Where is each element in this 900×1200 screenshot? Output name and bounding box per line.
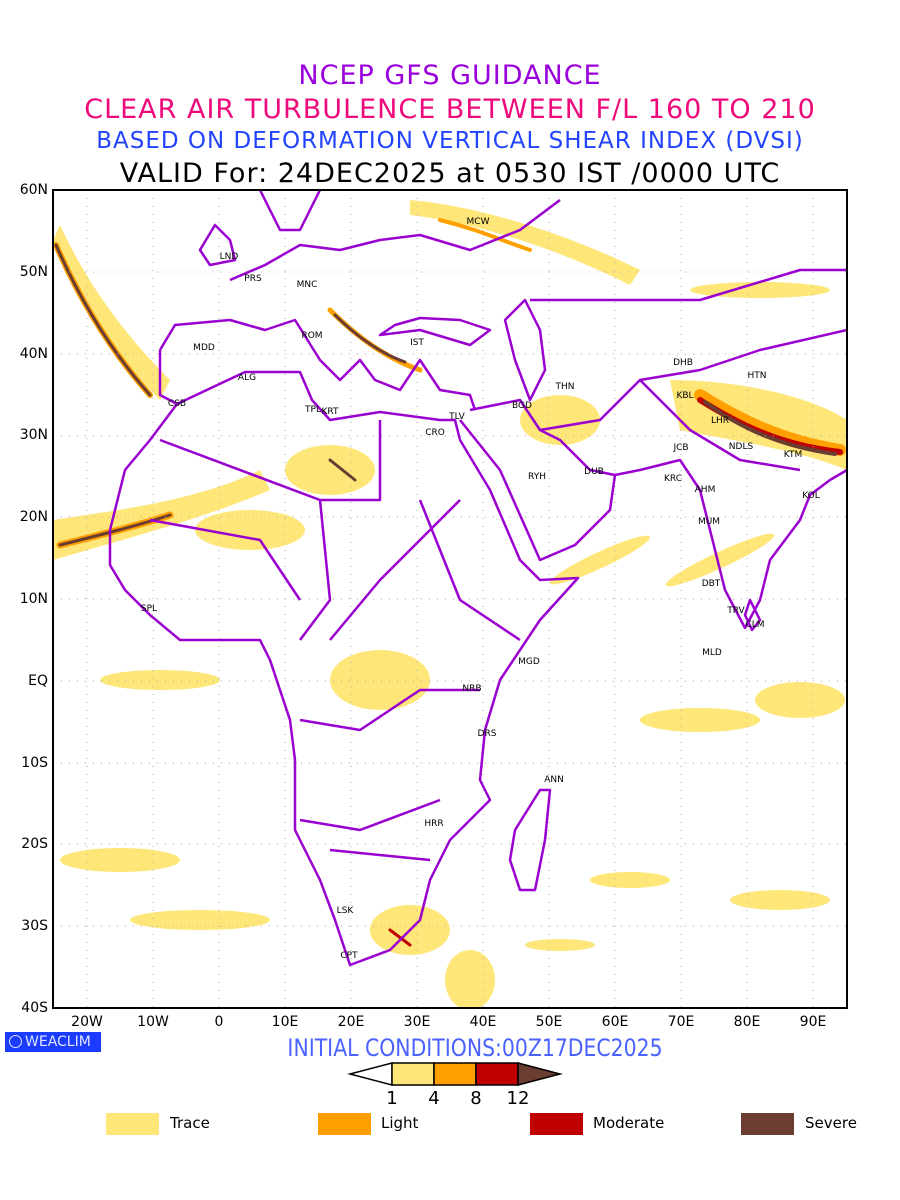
title-dvsi: BASED ON DEFORMATION VERTICAL SHEAR INDE… [96,128,804,154]
lat-label: EQ [28,672,48,689]
city-label-kol: KOL [802,491,820,501]
lat-label: 60N [19,182,48,198]
city-label-mdd: MDD [193,343,215,353]
city-label-mld: MLD [702,648,722,658]
city-label-kbl: KBL [676,391,694,401]
city-label-mnc: MNC [296,280,318,290]
legend-swatch-severe [741,1113,794,1135]
city-label-spl: SPL [140,604,158,614]
map-frame [52,189,848,1009]
lat-label: 20S [21,836,48,853]
legend-label-light: Light [381,1114,419,1132]
weaclim-logo[interactable]: WEACLIM [5,1032,101,1052]
lon-label: 0 [214,1014,224,1030]
city-label-jcb: JCB [673,443,689,453]
lat-label: 30N [19,427,48,444]
city-label-krc: KRC [664,474,682,484]
city-label-ndls: NDLS [728,442,754,452]
city-label-mgd: MGD [518,657,540,667]
colorbar-tick: 8 [470,1088,482,1109]
legend-swatch-trace [106,1113,159,1135]
legend-swatch-light [318,1113,371,1135]
coastlines-borders [108,190,847,967]
lat-label: 10N [19,591,48,607]
city-label-krt: KRT [321,407,339,417]
grid-lines [53,190,847,1008]
city-label-ahm: AHM [694,485,716,495]
lon-label: 60E [601,1014,629,1030]
lon-label: 20E [337,1014,365,1030]
city-label-tpl: TPL [305,405,321,415]
lat-label: 10S [21,754,48,771]
city-label-mum: MUM [697,517,721,527]
city-label-dhb: DHB [673,358,693,368]
city-label-rom: ROM [301,331,323,341]
lat-label: 20N [19,509,48,526]
city-label-dub: DUB [584,467,604,477]
colorbar-moderate [475,1062,519,1086]
city-label-lnd: LND [219,252,239,262]
city-label-nrb: NRB [462,684,482,694]
lon-label: 70E [667,1014,695,1030]
city-label-ryh: RYH [528,472,546,482]
initial-conditions: INITIAL CONDITIONS:00Z17DEC2025 [287,1034,663,1062]
legend-label-severe: Severe [805,1114,857,1132]
city-label-prs: PRS [244,274,262,284]
city-label-trv: TRV [727,606,745,616]
colorbar-severe [517,1062,563,1086]
lat-label: 50N [19,263,48,280]
city-label-bgd: BGD [512,401,532,411]
city-label-alg: ALG [237,373,257,383]
colorbar-tick: 4 [428,1088,440,1109]
city-label-ann: ANN [544,775,564,785]
city-label-clm: CLM [745,620,765,630]
lat-label: 40N [19,345,48,362]
city-label-thn: THN [555,382,575,392]
city-label-ist: IST [410,338,424,348]
city-label-hrr: HRR [424,819,444,829]
title-cat: CLEAR AIR TURBULENCE BETWEEN F/L 160 TO … [84,94,816,125]
lon-label: 80E [733,1014,761,1030]
city-label-cro: CRO [425,428,445,438]
colorbar-trace [391,1062,435,1086]
city-label-cpt: CPT [340,951,358,961]
lat-label: 30S [21,918,48,935]
legend-label-trace: Trace [170,1114,210,1132]
colorbar-tick: 12 [506,1088,530,1109]
city-label-tlv: TLV [449,412,465,422]
colorbar-tick: 1 [386,1088,398,1109]
colorbar [347,1062,563,1086]
legend-swatch-moderate [530,1113,583,1135]
lon-label: 40E [469,1014,497,1030]
lon-label: 20W [71,1014,103,1030]
city-label-drs: DRS [477,729,497,739]
lon-label: 50E [535,1014,563,1030]
copyright-icon [9,1035,22,1048]
lon-label: 10E [271,1014,299,1030]
title-valid-time: VALID For: 24DEC2025 at 0530 IST /0000 U… [119,158,781,189]
lon-label: 90E [799,1014,827,1030]
turbulence-fields [53,200,847,1008]
city-label-lhr: LHR [710,416,730,426]
lon-label: 10W [137,1014,169,1030]
legend-label-moderate: Moderate [593,1114,665,1132]
title-guidance: NCEP GFS GUIDANCE [298,60,602,91]
city-label-csb: CSB [167,399,187,409]
city-label-lsk: LSK [336,906,354,916]
lat-label: 40S [21,1000,48,1016]
colorbar-light [433,1062,477,1086]
city-label-mcw: MCW [466,217,490,227]
city-label-ktm: KTM [783,450,803,460]
city-label-htn: HTN [747,371,767,381]
lon-label: 30E [403,1014,431,1030]
city-label-dbt: DBT [701,579,721,589]
